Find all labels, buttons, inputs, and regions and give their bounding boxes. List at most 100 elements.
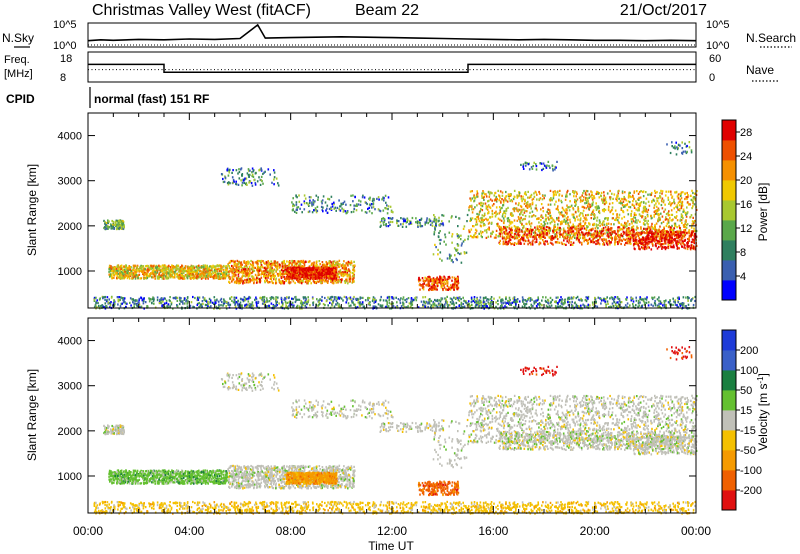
- power-data-point: [223, 264, 225, 268]
- power-data-point: [231, 272, 234, 275]
- power-data-point: [152, 272, 154, 275]
- power-data-point: [502, 221, 505, 224]
- power-data-point: [267, 276, 269, 279]
- power-data-point: [214, 265, 217, 268]
- power-data-point: [352, 266, 355, 269]
- power-data-point: [491, 209, 494, 212]
- power-data-point: [438, 216, 440, 219]
- power-data-point: [516, 196, 519, 199]
- power-data-point: [384, 194, 387, 197]
- power-data-point: [620, 197, 623, 200]
- power-data-point: [404, 219, 406, 223]
- power-data-point: [646, 211, 649, 214]
- power-data-point: [479, 204, 482, 207]
- power-data-point: [637, 192, 640, 195]
- power-data-point: [263, 171, 265, 174]
- power-data-point: [559, 211, 562, 214]
- power-data-point: [325, 267, 327, 270]
- power-data-point: [191, 270, 194, 273]
- power-data-point: [522, 218, 525, 221]
- power-data-point: [235, 169, 238, 172]
- power-data-point: [485, 231, 488, 234]
- power-data-point: [433, 278, 436, 281]
- power-data-point: [251, 167, 254, 170]
- power-data-point: [396, 219, 399, 222]
- power-data-point: [298, 270, 300, 273]
- power-data-point: [298, 277, 300, 280]
- power-data-point: [450, 284, 452, 287]
- power-data-point: [197, 275, 199, 278]
- power-data-point: [521, 200, 523, 203]
- power-data-point: [607, 208, 610, 211]
- power-data-point: [436, 285, 439, 288]
- power-data-point: [397, 220, 400, 223]
- power-data-point: [339, 278, 342, 281]
- power-data-point: [622, 205, 625, 208]
- power-data-point: [638, 196, 640, 199]
- power-data-point: [589, 234, 592, 237]
- power-data-point: [325, 279, 327, 282]
- power-data-point: [157, 267, 160, 270]
- power-data-point: [593, 215, 596, 218]
- power-data-point: [243, 261, 246, 264]
- power-data-point: [255, 261, 258, 264]
- power-data-point: [292, 280, 295, 283]
- power-data-point: [311, 203, 313, 206]
- power-data-point: [199, 276, 201, 279]
- power-data-point: [250, 182, 253, 185]
- power-data-point: [295, 275, 298, 278]
- power-data-point: [292, 269, 295, 272]
- power-data-point: [487, 227, 489, 231]
- power-data-point: [333, 268, 335, 272]
- power-data-point: [286, 267, 289, 270]
- power-data-point: [434, 227, 436, 230]
- power-data-point: [358, 199, 360, 202]
- power-data-point: [456, 233, 458, 236]
- power-data-point: [164, 264, 166, 267]
- power-data-point: [266, 279, 268, 282]
- power-data-point: [172, 270, 174, 273]
- power-data-point: [598, 196, 601, 199]
- power-data-point: [485, 217, 487, 220]
- power-data-point: [258, 176, 260, 179]
- power-data-point: [560, 211, 563, 214]
- power-data-point: [369, 198, 371, 201]
- power-data-point: [510, 220, 512, 223]
- power-data-point: [222, 277, 225, 280]
- power-data-point: [156, 275, 159, 278]
- power-data-point: [628, 205, 630, 209]
- power-data-point: [598, 210, 601, 213]
- power-data-point: [572, 207, 574, 210]
- power-data-point: [682, 217, 684, 220]
- power-data-point: [269, 267, 272, 270]
- power-data-point: [315, 262, 318, 265]
- power-data-point: [314, 268, 317, 271]
- power-data-point: [543, 197, 545, 200]
- power-data-point: [322, 278, 324, 281]
- power-data-point: [353, 207, 356, 210]
- power-data-point: [347, 274, 349, 277]
- power-data-point: [224, 176, 227, 179]
- power-data-point: [238, 280, 240, 283]
- power-data-point: [309, 271, 311, 274]
- power-data-point: [146, 268, 149, 271]
- power-data-point: [257, 269, 259, 272]
- power-data-point: [195, 269, 197, 272]
- power-data-point: [318, 271, 321, 274]
- power-data-point: [451, 276, 454, 279]
- power-data-point: [269, 173, 271, 176]
- power-data-point: [328, 207, 331, 211]
- power-data-point: [687, 203, 690, 206]
- power-data-point: [187, 274, 190, 277]
- power-data-point: [437, 281, 439, 284]
- power-data-point: [226, 274, 228, 277]
- power-data-point: [594, 217, 596, 220]
- power-data-point: [658, 202, 660, 205]
- power-data-point: [258, 269, 260, 272]
- power-data-point: [329, 267, 332, 270]
- power-data-point: [522, 237, 525, 240]
- power-data-point: [456, 287, 459, 290]
- power-data-point: [241, 267, 244, 270]
- power-data-point: [465, 251, 468, 254]
- power-data-point: [327, 268, 330, 271]
